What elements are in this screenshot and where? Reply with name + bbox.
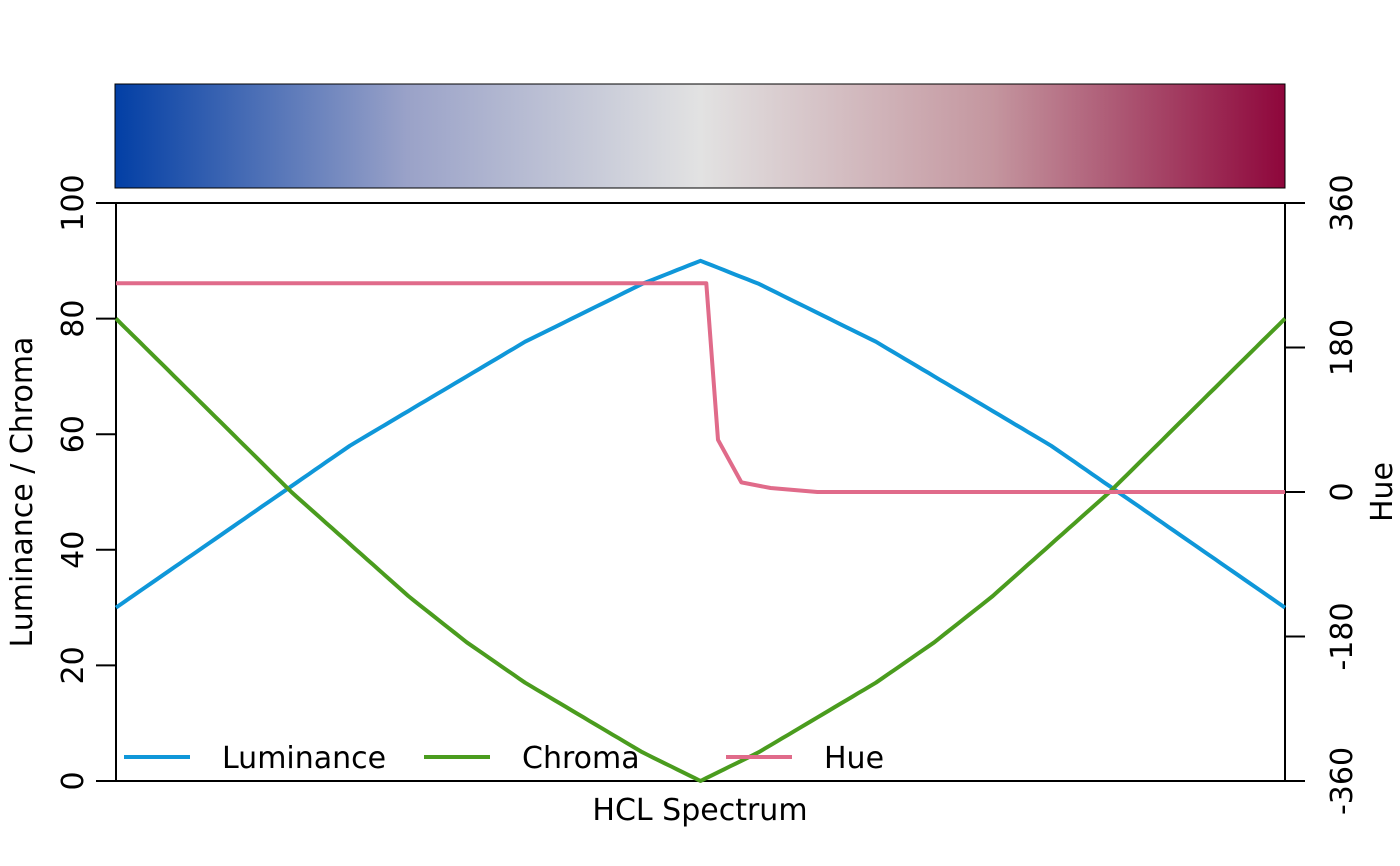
right-tick-label: -180 — [1325, 602, 1360, 670]
left-tick-label: 20 — [56, 646, 91, 684]
series-line-chroma — [114, 317, 1287, 783]
left-tick-label: 80 — [56, 300, 91, 338]
right-tick-label: 180 — [1325, 319, 1360, 376]
x-axis-title: HCL Spectrum — [592, 793, 807, 828]
left-tick-label: 60 — [56, 415, 91, 453]
legend-label-luminance: Luminance — [222, 741, 386, 776]
series-layer — [114, 258, 1287, 783]
legend-label-hue: Hue — [824, 741, 884, 776]
left-axis-title: Luminance / Chroma — [5, 337, 40, 648]
right-tick-label: 360 — [1325, 174, 1360, 231]
legend: Luminance Chroma Hue — [124, 741, 884, 776]
right-axis: -360 -180 0 180 360 — [1285, 174, 1360, 815]
right-axis-title: Hue — [1365, 462, 1400, 522]
left-tick-label: 40 — [56, 531, 91, 569]
left-axis: 0 20 40 60 80 100 — [56, 174, 117, 791]
series-line-hue — [116, 281, 1285, 494]
right-tick-label: 0 — [1325, 482, 1360, 501]
series-line-luminance — [114, 258, 1287, 610]
left-tick-label: 0 — [56, 771, 91, 790]
color-strip — [114, 83, 1286, 189]
left-tick-label: 100 — [56, 174, 91, 231]
right-tick-label: -360 — [1325, 747, 1360, 815]
legend-label-chroma: Chroma — [522, 741, 640, 776]
